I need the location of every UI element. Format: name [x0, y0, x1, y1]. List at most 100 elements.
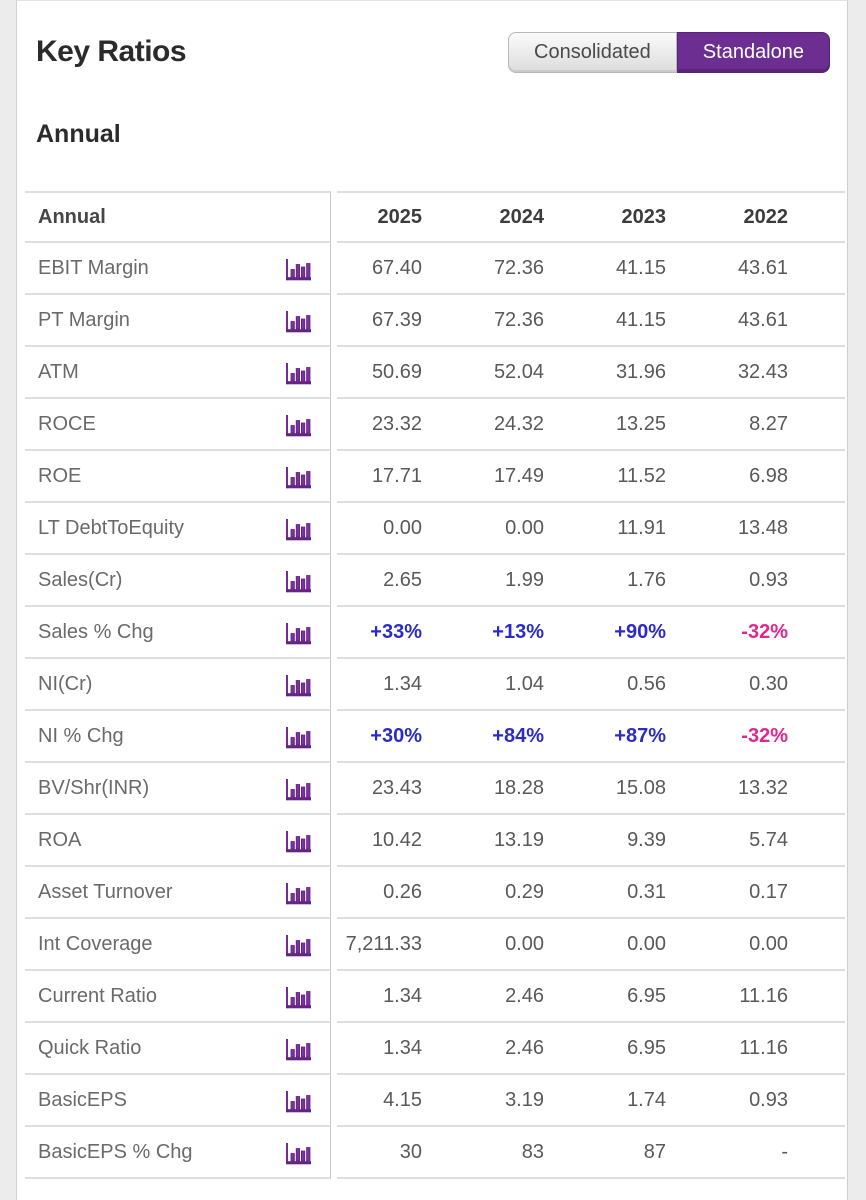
- ratio-value-cell: 0.56: [627, 672, 666, 695]
- column-gap: [331, 1023, 337, 1075]
- ratio-value-cell: 13.25: [615, 412, 666, 435]
- year-header-2022: 2022: [743, 205, 789, 228]
- row-values: 67.39 72.36 41.15 43.61: [337, 295, 845, 347]
- ratio-label: BasicEPS % Chg: [38, 1140, 193, 1163]
- chart-toggle-button[interactable]: [284, 256, 313, 281]
- row-values: 17.71 17.49 11.52 6.98: [337, 451, 845, 503]
- ratio-value-cell: 1.99: [505, 568, 544, 591]
- row-values: 50.69 52.04 31.96 32.43: [337, 347, 845, 399]
- column-gap: [331, 919, 337, 971]
- column-gap: [331, 451, 337, 503]
- ratio-value-cell: 17.49: [493, 464, 544, 487]
- ratio-label: LT DebtToEquity: [38, 516, 185, 539]
- column-gap: [331, 711, 337, 763]
- ratio-row-basiceps-chg: BasicEPS % Chg 30 83 87 -: [25, 1127, 845, 1179]
- ratio-row-atm: ATM 50.69 52.04 31.96 32.43: [25, 347, 845, 399]
- chart-toggle-button[interactable]: [284, 984, 313, 1009]
- ratio-value-cell: 0.00: [505, 932, 544, 955]
- chart-toggle-button[interactable]: [284, 308, 313, 333]
- ratio-value-cell: 1.34: [383, 672, 422, 695]
- ratio-label: EBIT Margin: [38, 256, 149, 279]
- ratio-label: PT Margin: [38, 308, 130, 331]
- ratio-value-cell: 30: [399, 1140, 422, 1163]
- ratio-value-cell: 8.27: [749, 412, 788, 435]
- column-gap: [331, 763, 337, 815]
- ratio-value-cell: -32%: [741, 620, 788, 643]
- chart-toggle-button[interactable]: [284, 828, 313, 853]
- chart-toggle-button[interactable]: [284, 412, 313, 437]
- ratio-value-cell: 0.93: [749, 1088, 788, 1111]
- column-gap: [331, 1127, 337, 1179]
- chart-toggle-button[interactable]: [284, 1036, 313, 1061]
- chart-toggle-button[interactable]: [284, 620, 313, 645]
- bar-chart-icon: [286, 622, 311, 644]
- ratio-value-cell: 11.16: [739, 984, 788, 1007]
- ratio-value-cell: +87%: [614, 724, 666, 747]
- ratio-value-cell: 0.17: [749, 880, 788, 903]
- key-ratios-table: Annual 2025 2024 2023 2022 EBIT Margin: [25, 191, 845, 1179]
- ratio-value-cell: 32.43: [737, 360, 788, 383]
- ratio-value-cell: 72.36: [493, 256, 544, 279]
- table-header-row: Annual 2025 2024 2023 2022: [25, 191, 845, 243]
- ratio-value-cell: -32%: [741, 724, 788, 747]
- column-gap: [331, 347, 337, 399]
- bar-chart-icon: [286, 674, 311, 696]
- bar-chart-icon: [286, 882, 311, 904]
- standalone-button[interactable]: Standalone: [676, 31, 830, 73]
- column-gap: [331, 503, 337, 555]
- chart-toggle-button[interactable]: [284, 880, 313, 905]
- column-gap: [331, 191, 337, 243]
- row-values: 2.65 1.99 1.76 0.93: [337, 555, 845, 607]
- ratio-row-sales-cr: Sales(Cr) 2.65 1.99 1.76 0.93: [25, 555, 845, 607]
- ratio-label: ROCE: [38, 412, 96, 435]
- ratio-row-bv-shr-inr: BV/Shr(INR) 23.43 18.28 15.08 13.32: [25, 763, 845, 815]
- ratio-value-cell: 43.61: [737, 256, 788, 279]
- ratio-value-cell: 24.32: [493, 412, 544, 435]
- ratio-label: ATM: [38, 360, 79, 383]
- ratio-value-cell: 2.65: [383, 568, 422, 591]
- column-gap: [331, 815, 337, 867]
- row-values: 0.26 0.29 0.31 0.17: [337, 867, 845, 919]
- ratio-value-cell: 10.42: [371, 828, 422, 851]
- ratio-value-cell: 9.39: [627, 828, 666, 851]
- chart-toggle-button[interactable]: [284, 724, 313, 749]
- ratio-value-cell: 13.32: [737, 776, 788, 799]
- chart-toggle-button[interactable]: [284, 516, 313, 541]
- ratio-value-cell: 11.52: [617, 464, 666, 487]
- bar-chart-icon: [286, 570, 311, 592]
- year-headers: 2025 2024 2023 2022: [337, 191, 845, 243]
- ratio-value-cell: 41.15: [615, 256, 666, 279]
- ratio-value-cell: 83: [521, 1140, 544, 1163]
- consolidated-button[interactable]: Consolidated: [508, 31, 677, 73]
- ratio-value-cell: 6.95: [627, 1036, 666, 1059]
- ratio-value-cell: 72.36: [493, 308, 544, 331]
- chart-toggle-button[interactable]: [284, 1140, 313, 1165]
- row-values: 4.15 3.19 1.74 0.93: [337, 1075, 845, 1127]
- year-header-2024: 2024: [499, 205, 545, 228]
- ratio-value-cell: 7,211.33: [345, 932, 422, 955]
- column-gap: [331, 295, 337, 347]
- column-gap: [331, 659, 337, 711]
- ratio-label: Current Ratio: [38, 984, 157, 1007]
- ratio-value-cell: +84%: [492, 724, 544, 747]
- ratio-value-cell: 1.34: [383, 1036, 422, 1059]
- chart-toggle-button[interactable]: [284, 1088, 313, 1113]
- ratio-value-cell: 0.26: [383, 880, 422, 903]
- chart-toggle-button[interactable]: [284, 776, 313, 801]
- chart-toggle-button[interactable]: [284, 568, 313, 593]
- bar-chart-icon: [286, 414, 311, 436]
- ratio-row-pt-margin: PT Margin 67.39 72.36 41.15 43.61: [25, 295, 845, 347]
- chart-toggle-button[interactable]: [284, 360, 313, 385]
- chart-toggle-button[interactable]: [284, 464, 313, 489]
- ratio-value-cell: 0.29: [505, 880, 544, 903]
- row-values: 7,211.33 0.00 0.00 0.00: [337, 919, 845, 971]
- ratio-value-cell: 41.15: [615, 308, 666, 331]
- ratio-value-cell: 1.74: [627, 1088, 666, 1111]
- chart-toggle-button[interactable]: [284, 932, 313, 957]
- ratio-value-cell: 43.61: [737, 308, 788, 331]
- ratio-value-cell: 0.00: [383, 516, 422, 539]
- ratio-value-cell: 6.98: [749, 464, 788, 487]
- bar-chart-icon: [286, 1038, 311, 1060]
- ratio-value-cell: 0.00: [505, 516, 544, 539]
- chart-toggle-button[interactable]: [284, 672, 313, 697]
